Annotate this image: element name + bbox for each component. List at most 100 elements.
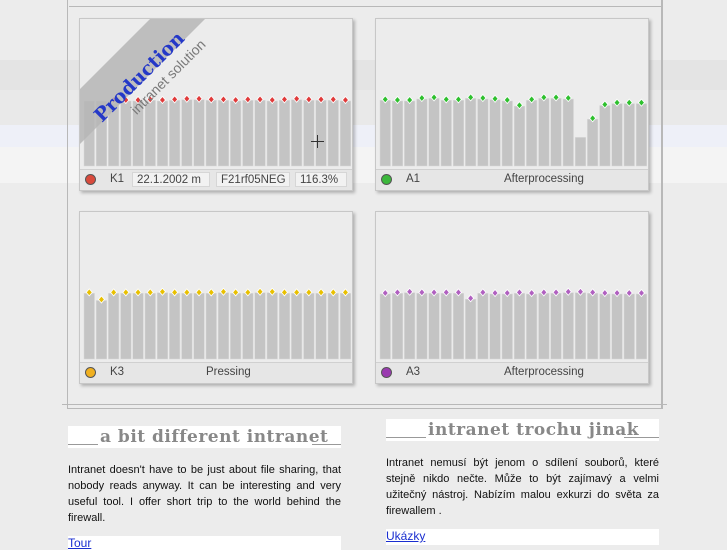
value-marker — [341, 95, 349, 105]
chart-a1 — [379, 93, 647, 167]
value-marker — [637, 288, 645, 298]
value-marker — [467, 294, 475, 303]
chart-bar — [254, 292, 266, 360]
value-marker — [601, 288, 609, 298]
chart-bar — [193, 293, 205, 360]
machine-label: K1 — [110, 173, 125, 185]
value-marker — [442, 288, 450, 297]
chart-bar — [452, 100, 464, 167]
value-marker — [341, 288, 349, 297]
chart-bar — [266, 100, 278, 167]
chart-bar — [95, 100, 107, 167]
tour-link[interactable]: Tour — [68, 536, 341, 550]
value-marker — [305, 95, 313, 104]
value-marker — [564, 287, 572, 296]
chart-bar — [611, 103, 623, 167]
chart-bar — [217, 292, 229, 360]
value-marker — [625, 288, 633, 298]
value-marker — [589, 288, 597, 297]
value-marker — [280, 95, 288, 104]
chart-bar — [379, 293, 391, 360]
chart-bar — [315, 100, 327, 167]
status-bar: A3 Afterprocessing — [376, 362, 648, 383]
chart-bar — [144, 293, 156, 360]
value-marker — [503, 95, 511, 105]
chart-bar — [562, 292, 574, 360]
value-marker — [280, 288, 288, 297]
chart-bar — [254, 100, 266, 167]
value-marker — [393, 288, 401, 297]
value-marker — [219, 95, 227, 104]
english-intro: Intranet doesn't have to be just about f… — [68, 464, 341, 524]
value-marker — [406, 95, 414, 105]
chart-bar — [339, 293, 351, 360]
value-marker — [268, 287, 276, 296]
chart-k3 — [83, 287, 351, 360]
chart-bar — [230, 100, 242, 167]
chart-bar — [562, 98, 574, 167]
chart-bar — [501, 100, 513, 167]
chart-bar — [327, 293, 339, 360]
machine-panel-a3[interactable]: A3 Afterprocessing — [375, 211, 649, 384]
chart-bar — [404, 292, 416, 360]
czech-intro: Intranet nemusí být jenom o sdílení soub… — [386, 457, 659, 517]
value-marker — [467, 93, 475, 102]
chart-bar — [193, 99, 205, 167]
chart-bar — [635, 103, 647, 167]
status-bar: K3 Pressing — [80, 362, 352, 383]
value-marker — [552, 288, 560, 297]
chart-bar — [132, 293, 144, 360]
value-marker — [219, 287, 227, 296]
value-marker — [134, 288, 142, 297]
chart-bar — [391, 100, 403, 167]
machine-label: K3 — [110, 366, 125, 378]
value-marker — [552, 93, 560, 102]
chart-bar — [574, 137, 586, 167]
chart-bar — [465, 298, 477, 360]
chart-bar — [339, 100, 351, 167]
chart-bar — [83, 100, 95, 167]
frame-line — [661, 0, 662, 408]
value-marker — [540, 93, 548, 102]
machine-panel-k1[interactable]: K1 22.1.2002 m F21rf05NEG 116.3% Product… — [79, 18, 353, 191]
value-marker — [195, 288, 203, 297]
chart-bar — [599, 293, 611, 360]
value-marker — [528, 288, 536, 298]
value-marker — [515, 101, 523, 110]
value-marker — [146, 288, 154, 297]
chart-bar — [587, 293, 599, 360]
value-marker — [171, 288, 179, 297]
chart-bar — [205, 293, 217, 360]
value-marker — [293, 288, 301, 297]
status-text: Afterprocessing — [504, 366, 584, 378]
chart-bar — [513, 105, 525, 167]
value-marker — [317, 288, 325, 297]
chart-bar — [278, 293, 290, 360]
value-marker — [430, 93, 438, 102]
value-marker — [564, 93, 572, 103]
date-field: 22.1.2002 m — [132, 172, 210, 187]
status-text: Pressing — [206, 366, 251, 378]
chart-bar — [526, 100, 538, 167]
machine-panel-a1[interactable]: A1 Afterprocessing — [375, 18, 649, 191]
value-marker — [491, 288, 499, 298]
chart-bar — [391, 293, 403, 360]
chart-bar — [95, 300, 107, 360]
chart-bar — [416, 293, 428, 360]
machine-panel-k3[interactable]: K3 Pressing — [79, 211, 353, 384]
value-marker — [122, 288, 130, 297]
value-marker — [207, 95, 215, 104]
value-marker — [232, 95, 240, 105]
value-marker — [406, 287, 414, 296]
chart-bar — [623, 103, 635, 167]
value-marker — [454, 288, 462, 297]
value-marker — [85, 288, 93, 297]
value-marker — [317, 95, 325, 104]
ukazky-link[interactable]: Ukázky — [386, 529, 659, 545]
chart-bar — [440, 293, 452, 360]
value-marker — [479, 288, 487, 297]
value-marker — [256, 287, 264, 296]
status-led-icon — [381, 367, 392, 378]
chart-bar — [230, 293, 242, 360]
chart-k1 — [83, 94, 351, 167]
